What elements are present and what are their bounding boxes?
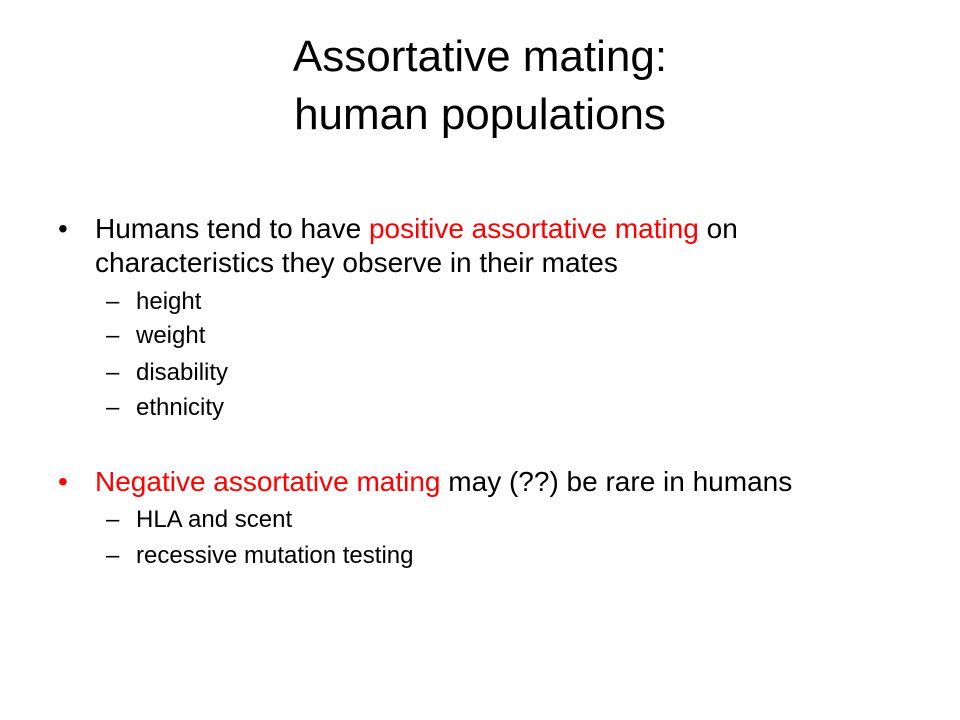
subitem-text: ethnicity	[136, 394, 225, 421]
slide-title-line-1: Assortative mating:	[292, 32, 668, 81]
subitem-dash: –	[106, 288, 120, 315]
slide-title: Assortative mating: human populations	[0, 28, 960, 144]
bullet-highlight: Negative assortative mating	[95, 466, 441, 497]
subitem-text: recessive mutation testing	[136, 542, 414, 569]
subitem-dash: –	[106, 394, 120, 421]
subitem-text: HLA and scent	[136, 506, 293, 533]
subitem-dash: –	[106, 322, 120, 349]
bullet-highlight: positive assortative mating	[368, 213, 699, 244]
subitem-text: disability	[136, 359, 229, 386]
subitem-dash: –	[106, 506, 120, 533]
bullet-text-before: Humans tend to have	[95, 213, 369, 244]
bullet-text-line-2: characteristics they observe in their ma…	[95, 247, 618, 278]
bullet-text: Negative assortative mating may (??) be …	[95, 465, 905, 499]
slide-title-line-2: human populations	[294, 90, 666, 139]
subitem-dash: –	[106, 542, 120, 569]
subitem-text: height	[136, 288, 202, 315]
bullet-text: Humans tend to have positive assortative…	[95, 212, 905, 280]
bullet-marker: •	[58, 466, 68, 497]
subitem-text: weight	[136, 322, 206, 349]
bullet-marker: •	[58, 213, 68, 244]
bullet-text-after: may (??) be rare in humans	[440, 466, 793, 497]
bullet-text-after: on	[698, 213, 738, 244]
subitem-dash: –	[106, 359, 120, 386]
